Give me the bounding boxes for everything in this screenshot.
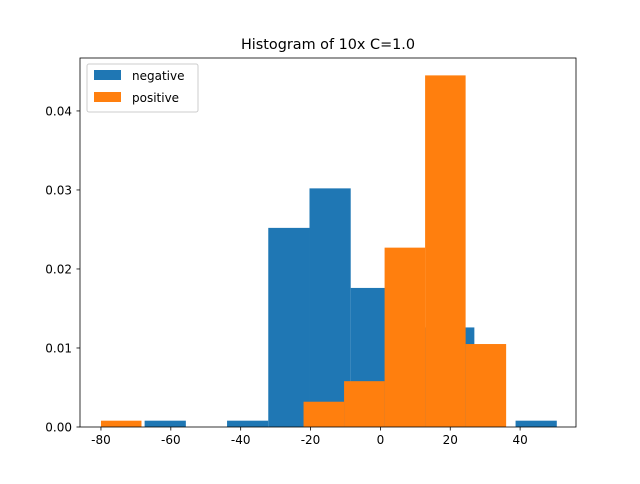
bars-layer — [100, 75, 557, 427]
legend: negative positive — [86, 63, 199, 113]
x-tick-label-4: 0 — [377, 433, 385, 447]
legend-swatch-negative — [94, 70, 121, 80]
y-tick-label-2: 0.02 — [45, 262, 72, 276]
x-tick-label-1: -60 — [161, 433, 181, 447]
bar-positive-0 — [100, 420, 142, 427]
bar-negative-0 — [144, 420, 186, 427]
x-tick-label-5: 20 — [443, 433, 458, 447]
chart-title: Histogram of 10x C=1.0 — [241, 37, 415, 53]
bar-positive-6 — [344, 381, 385, 427]
x-tick-label-2: -40 — [231, 433, 251, 447]
bar-positive-9 — [465, 344, 507, 427]
bar-positive-5 — [303, 401, 345, 427]
x-tick-label-0: -80 — [91, 433, 111, 447]
legend-label-negative: negative — [132, 69, 184, 83]
y-tick-label-3: 0.03 — [45, 183, 72, 197]
plot-frame — [79, 57, 577, 428]
bar-negative-9 — [515, 420, 557, 427]
bar-negative-4 — [309, 188, 351, 427]
legend-swatch-positive — [94, 92, 121, 102]
y-axis: 0.00 0.01 0.02 0.03 0.04 — [45, 104, 80, 435]
y-tick-label-1: 0.01 — [45, 341, 72, 355]
y-tick-label-0: 0.00 — [45, 421, 72, 435]
y-tick-label-4: 0.04 — [45, 104, 72, 118]
bar-negative-3 — [268, 227, 310, 427]
bar-positive-7 — [384, 247, 426, 427]
bar-positive-8 — [425, 75, 466, 427]
x-tick-label-6: 40 — [512, 433, 527, 447]
x-tick-label-3: -20 — [301, 433, 321, 447]
legend-label-positive: positive — [132, 91, 179, 105]
bar-negative-2 — [227, 420, 269, 427]
x-axis: -80 -60 -40 -20 0 20 40 — [91, 427, 528, 447]
